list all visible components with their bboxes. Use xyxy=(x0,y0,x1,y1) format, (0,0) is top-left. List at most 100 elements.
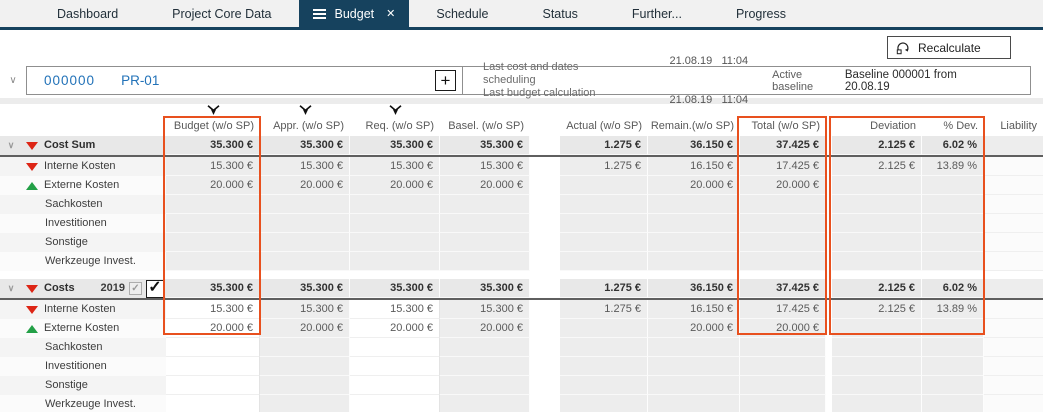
cell-total: 20.000 € xyxy=(740,319,826,338)
cell-req[interactable]: 20.000 € xyxy=(350,319,440,338)
cell-req[interactable] xyxy=(350,376,440,395)
cell-req: 35.300 € xyxy=(350,136,440,155)
cell-remain xyxy=(648,357,740,376)
cell-actual xyxy=(560,319,648,338)
trend-up-icon xyxy=(26,181,38,190)
cell-actual xyxy=(560,338,648,357)
row-label: Externe Kosten xyxy=(44,179,120,191)
cell-req xyxy=(350,214,440,233)
cell-basel xyxy=(440,214,530,233)
cell-req[interactable] xyxy=(350,395,440,412)
year-label: 2019 xyxy=(100,282,125,294)
cell-budget[interactable]: 20.000 € xyxy=(166,319,260,338)
expand-chevron-icon[interactable]: ∨ xyxy=(7,283,15,293)
column-gap xyxy=(530,376,560,395)
filter-icon-row xyxy=(0,105,1043,118)
column-header-total[interactable]: Total (w/o SP) xyxy=(751,120,820,132)
row-name-cell: ∨ Costs 2019 ✓ ✓ xyxy=(0,279,166,298)
cell-pdev xyxy=(922,214,984,233)
cell-basel xyxy=(440,195,530,214)
active-baseline-label: Active baseline xyxy=(772,68,814,93)
cell-budget[interactable] xyxy=(166,395,260,412)
cell-budget[interactable] xyxy=(166,376,260,395)
cell-appr xyxy=(260,214,350,233)
cell-appr: 35.300 € xyxy=(260,136,350,155)
table-row: Werkzeuge Invest. xyxy=(0,395,1043,412)
cell-req[interactable] xyxy=(350,357,440,376)
trend-down-icon xyxy=(26,162,38,171)
column-header-pdev[interactable]: % Dev. xyxy=(943,120,978,132)
cell-liability xyxy=(984,214,1043,233)
cell-basel xyxy=(440,395,530,412)
cell-req: 20.000 € xyxy=(350,176,440,195)
row-label: Werkzeuge Invest. xyxy=(45,255,136,267)
recalculate-button[interactable]: Recalculate xyxy=(887,36,1011,59)
cell-remain: 16.150 € xyxy=(648,157,740,176)
cell-basel xyxy=(440,338,530,357)
cell-deviation: 2.125 € xyxy=(832,300,922,319)
cell-req xyxy=(350,233,440,252)
column-header-budget[interactable]: Budget (w/o SP) xyxy=(173,120,254,132)
cell-req: 15.300 € xyxy=(350,157,440,176)
tab-project-core-data[interactable]: Project Core Data xyxy=(145,0,298,27)
filter-icon[interactable] xyxy=(388,105,402,116)
cell-deviation xyxy=(832,319,922,338)
tab-schedule[interactable]: Schedule xyxy=(409,0,515,27)
cell-pdev xyxy=(922,395,984,412)
cell-basel xyxy=(440,376,530,395)
cell-req[interactable]: 15.300 € xyxy=(350,300,440,319)
column-gap xyxy=(530,157,560,176)
cell-liability xyxy=(984,252,1043,271)
cell-total xyxy=(740,214,826,233)
cell-liability xyxy=(984,279,1043,298)
column-gap xyxy=(530,338,560,357)
column-header-actual[interactable]: Actual (w/o SP) xyxy=(566,120,642,132)
row-name-cell: Investitionen xyxy=(0,214,166,233)
table-row: Interne Kosten 15.300 €15.300 €15.300 €15… xyxy=(0,157,1043,176)
cell-liability xyxy=(984,300,1043,319)
tab-dashboard[interactable]: Dashboard xyxy=(30,0,145,27)
close-icon[interactable]: ✕ xyxy=(386,8,396,20)
expand-chevron-icon[interactable]: ∨ xyxy=(7,140,15,150)
cell-appr: 15.300 € xyxy=(260,157,350,176)
cell-budget[interactable] xyxy=(166,357,260,376)
cell-budget xyxy=(166,252,260,271)
column-gap xyxy=(530,300,560,319)
cell-appr xyxy=(260,338,350,357)
tab-status[interactable]: Status xyxy=(515,0,604,27)
trend-down-icon xyxy=(26,305,38,314)
column-header-deviation[interactable]: Deviation xyxy=(870,120,916,132)
collapse-chevron-icon[interactable]: ∨ xyxy=(9,75,17,86)
tab-further[interactable]: Further... xyxy=(605,0,709,27)
cell-basel xyxy=(440,357,530,376)
hamburger-icon[interactable] xyxy=(312,8,326,19)
tab-progress[interactable]: Progress xyxy=(709,0,813,27)
cell-deviation xyxy=(832,252,922,271)
cell-req[interactable] xyxy=(350,338,440,357)
add-button[interactable]: + xyxy=(435,70,456,91)
column-header-basel[interactable]: Basel. (w/o SP) xyxy=(448,120,524,132)
row-name-cell: Werkzeuge Invest. xyxy=(0,252,166,271)
filter-icon[interactable] xyxy=(206,105,220,116)
cell-total: 37.425 € xyxy=(740,136,826,155)
year-checkbox[interactable]: ✓ xyxy=(146,279,164,298)
tab-budget[interactable]: Budget ✕ xyxy=(298,0,410,27)
column-header-req[interactable]: Req. (w/o SP) xyxy=(365,120,434,132)
cell-budget[interactable] xyxy=(166,338,260,357)
column-header-remain[interactable]: Remain.(w/o SP) xyxy=(650,120,734,132)
last-budget-calc-label: Last budget calculation xyxy=(483,87,596,99)
cell-total xyxy=(740,395,826,412)
column-header-appr[interactable]: Appr. (w/o SP) xyxy=(273,120,344,132)
tab-label: Further... xyxy=(631,6,682,21)
cell-actual xyxy=(560,395,648,412)
table-row: Externe Kosten 20.000 €20.000 €20.000 €20… xyxy=(0,319,1043,338)
cell-actual xyxy=(560,176,648,195)
cell-budget[interactable]: 15.300 € xyxy=(166,300,260,319)
tab-label: Progress xyxy=(735,6,786,21)
filter-icon[interactable] xyxy=(298,105,312,116)
table-row: Werkzeuge Invest. xyxy=(0,252,1043,271)
cell-total: 17.425 € xyxy=(740,157,826,176)
cell-remain: 20.000 € xyxy=(648,319,740,338)
cell-actual xyxy=(560,233,648,252)
column-header-liability[interactable]: Liability xyxy=(1000,120,1037,132)
